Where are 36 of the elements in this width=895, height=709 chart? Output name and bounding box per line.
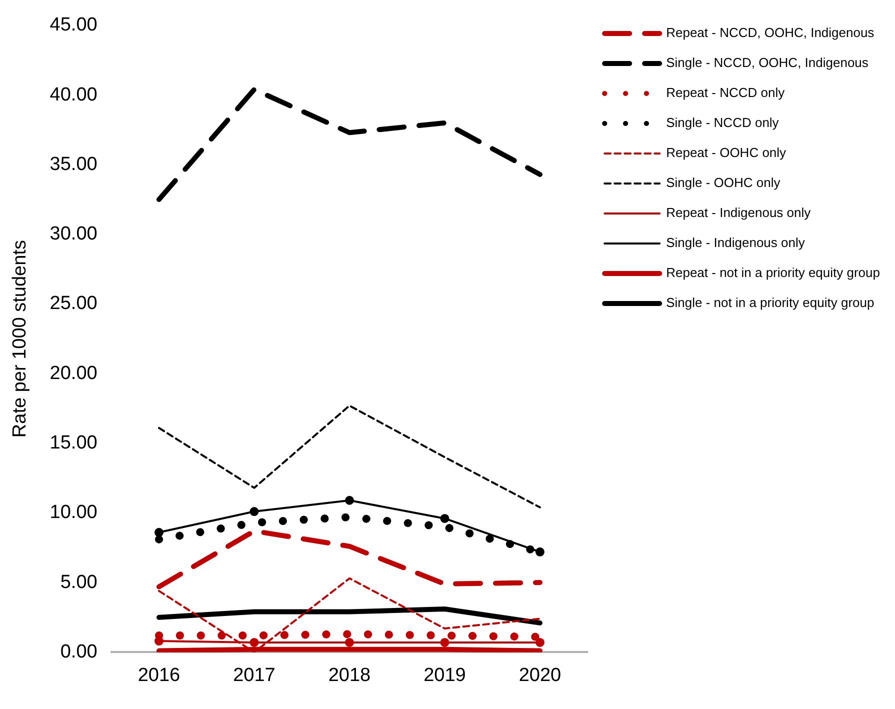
legend-label: Single - not in a priority equity group (666, 295, 874, 310)
point (440, 514, 450, 523)
legend-label: Repeat - NCCD, OOHC, Indigenous (666, 25, 875, 40)
point (344, 496, 354, 505)
legend-label: Repeat - Indigenous only (666, 205, 812, 220)
y-tick-label: 45.00 (50, 14, 98, 36)
y-tick-label: 30.00 (50, 224, 98, 245)
point (535, 638, 544, 647)
point (440, 638, 450, 647)
legend-label: Repeat - not in a priority equity group (666, 265, 880, 280)
x-tick-label: 2017 (233, 664, 276, 686)
y-tick-label: 35.00 (50, 154, 98, 175)
y-tick-label: 15.00 (50, 432, 98, 454)
y-tick-label: 40.00 (50, 84, 98, 106)
legend-label: Repeat - OOHC only (666, 145, 787, 160)
y-tick-label: 25.00 (50, 293, 98, 314)
legend-label: Single - OOHC only (666, 175, 781, 190)
x-tick-label: 2016 (138, 664, 180, 686)
y-tick-label: 20.00 (50, 362, 98, 384)
legend-label: Single - NCCD only (666, 115, 780, 130)
y-tick-label: 10.00 (50, 502, 98, 524)
y-tick-label: 0.00 (60, 641, 98, 662)
line-series (158, 404, 541, 508)
legend-label: Repeat - NCCD only (666, 85, 786, 100)
x-tick-label: 2020 (518, 664, 562, 686)
x-tick-label: 2019 (424, 664, 466, 686)
legend-label: Single - NCCD, OOHC, Indigenous (666, 55, 869, 70)
point (250, 638, 259, 647)
y-tick-label: 5.00 (60, 572, 98, 593)
point (535, 547, 544, 556)
legend-label: Single - Indigenous only (666, 235, 806, 250)
point (154, 528, 164, 537)
point (250, 507, 259, 516)
x-tick-label: 2018 (328, 664, 371, 686)
y-axis-title: Rate per 1000 students (10, 240, 31, 438)
point (344, 638, 354, 647)
